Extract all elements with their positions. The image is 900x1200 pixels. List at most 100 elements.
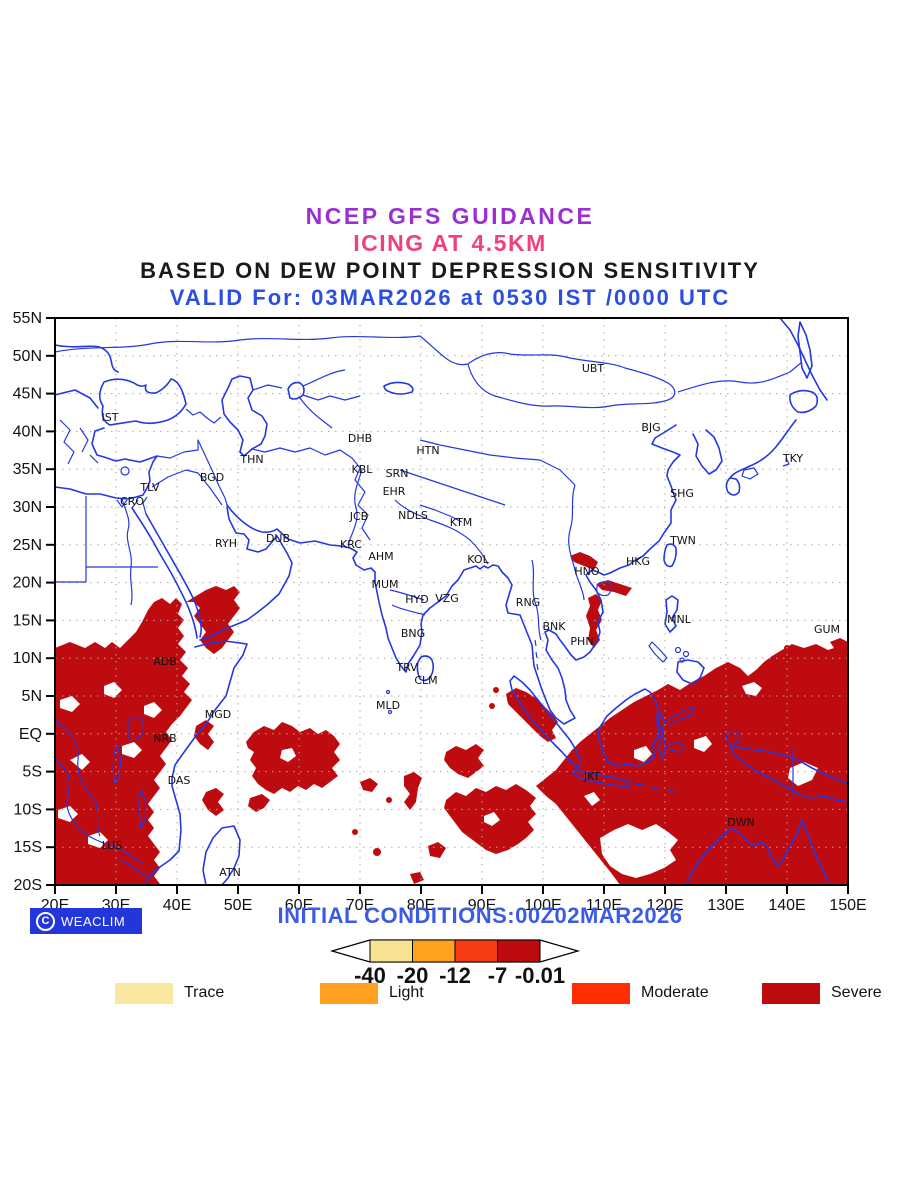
x-axis-label: 150E — [829, 897, 866, 914]
station-label: RNG — [516, 596, 540, 609]
station-label: EHR — [383, 485, 406, 498]
station-label: DAS — [168, 774, 191, 787]
station-label: PHN — [570, 635, 593, 648]
station-label: ADB — [153, 655, 177, 668]
x-axis-label: 140E — [768, 897, 805, 914]
legend-label: Light — [389, 984, 424, 1001]
x-axis-label: 120E — [646, 897, 683, 914]
x-axis-label: 50E — [224, 897, 252, 914]
station-label: SRN — [386, 467, 409, 480]
station-label: HKG — [626, 555, 650, 568]
station-label: JCB — [349, 510, 368, 523]
station-label: VZG — [435, 592, 459, 605]
title-method: BASED ON DEW POINT DEPRESSION SENSITIVIT… — [140, 258, 760, 283]
station-label: KOL — [467, 553, 489, 566]
legend-item: Severe — [762, 982, 882, 1004]
title-model: NCEP GFS GUIDANCE — [305, 203, 595, 229]
y-axis-label: 5S — [22, 764, 42, 781]
title-block: NCEP GFS GUIDANCE ICING AT 4.5KM BASED O… — [0, 202, 900, 311]
y-axis-label: 35N — [13, 461, 42, 478]
legend-label: Severe — [831, 984, 882, 1001]
station-label: CRO — [120, 495, 144, 508]
station-label: HYD — [405, 593, 428, 606]
x-axis-label: 70E — [346, 897, 374, 914]
title-product: ICING AT 4.5KM — [353, 230, 547, 256]
colorbar: -40 -20 -12 -7 -0.01 — [329, 939, 581, 988]
station-label: RYH — [215, 537, 237, 550]
station-label: MUM — [371, 578, 398, 591]
station-label: IST — [102, 411, 119, 424]
y-axis-label: 10S — [14, 801, 42, 818]
y-axis-label: 20N — [13, 575, 42, 592]
station-label: THN — [239, 453, 263, 466]
x-axis-label: 60E — [285, 897, 313, 914]
y-axis-label: 25N — [13, 537, 42, 554]
station-label: SHG — [670, 487, 694, 500]
y-axis-label: 50N — [13, 348, 42, 365]
x-axis-label: 90E — [468, 897, 496, 914]
station-label: LUS — [102, 839, 123, 852]
x-axis-label: 130E — [707, 897, 744, 914]
colorbar-tick-label: -0.01 — [515, 963, 565, 988]
station-label: JKT — [583, 770, 601, 783]
station-label: UBT — [582, 362, 605, 375]
station-label: CLM — [414, 674, 437, 687]
y-axis-labels: 55N 50N 45N 40N 35N 30N 25N 20N 15N 10N 5N EQ 5S 10S 1… — [13, 310, 42, 894]
legend-label: Moderate — [641, 984, 709, 1001]
colorbar-segment — [454, 939, 498, 963]
station-label: TLV — [139, 481, 160, 494]
station-label: MLD — [376, 699, 400, 712]
station-label: KBL — [352, 463, 374, 476]
colorbar-segment — [369, 939, 413, 963]
station-label: BNG — [401, 627, 425, 640]
copyright-icon: C — [36, 911, 55, 931]
station-label: HTN — [416, 444, 439, 457]
station-label: DHB — [348, 432, 372, 445]
x-axis-label: 40E — [163, 897, 191, 914]
station-label: NDLS — [398, 509, 428, 522]
coastlines — [55, 318, 848, 885]
icing-severe-areas — [55, 552, 848, 885]
y-axis-label: 40N — [13, 423, 42, 440]
x-axis-label: 110E — [586, 897, 622, 914]
station-label: BJG — [641, 421, 660, 434]
station-label: BGD — [200, 471, 224, 484]
y-axis-label: 5N — [22, 688, 42, 705]
station-label: DWN — [727, 816, 755, 829]
legend-swatch — [762, 982, 820, 1004]
station-label: HNO — [574, 565, 600, 578]
y-axis-label: 20S — [14, 877, 42, 894]
x-axis-label: 100E — [524, 897, 561, 914]
legend-swatch — [320, 982, 378, 1004]
y-axis-label: 45N — [13, 386, 42, 403]
station-label: BNK — [543, 620, 567, 633]
station-label: NRB — [153, 732, 176, 745]
map-frame — [54, 317, 849, 886]
legend-item: Light — [320, 982, 424, 1004]
station-label: AHM — [368, 550, 393, 563]
station-label: DUB — [266, 532, 290, 545]
station-label: ATN — [219, 866, 241, 879]
station-label: MGD — [205, 708, 232, 721]
station-label: KRC — [340, 538, 362, 551]
legend-item: Trace — [115, 982, 224, 1004]
y-axis-label: 30N — [13, 499, 42, 516]
y-axis-label: 55N — [13, 310, 42, 327]
legend-label: Trace — [184, 984, 225, 1001]
station-label: MNL — [667, 613, 692, 626]
legend-item: Moderate — [572, 982, 709, 1004]
y-axis-label: 10N — [13, 650, 42, 667]
station-label: TKY — [782, 452, 804, 465]
colorbar-segment — [497, 939, 541, 963]
station-label: KTM — [450, 516, 473, 529]
initial-conditions-text: INITIAL CONDITIONS:00Z02MAR2026 — [277, 903, 683, 928]
y-axis-label: EQ — [19, 726, 42, 743]
x-axis-labels: 20E 30E 40E 50E 60E 70E 80E 90E 100E 110E 120E 130E… — [41, 897, 867, 914]
legend-swatch — [115, 982, 173, 1004]
y-axis-label: 15N — [13, 612, 42, 629]
station-label: GUM — [814, 623, 840, 636]
weaclim-logo: C WEACLIM — [30, 908, 142, 934]
colorbar-tick-label: -7 — [488, 963, 508, 988]
